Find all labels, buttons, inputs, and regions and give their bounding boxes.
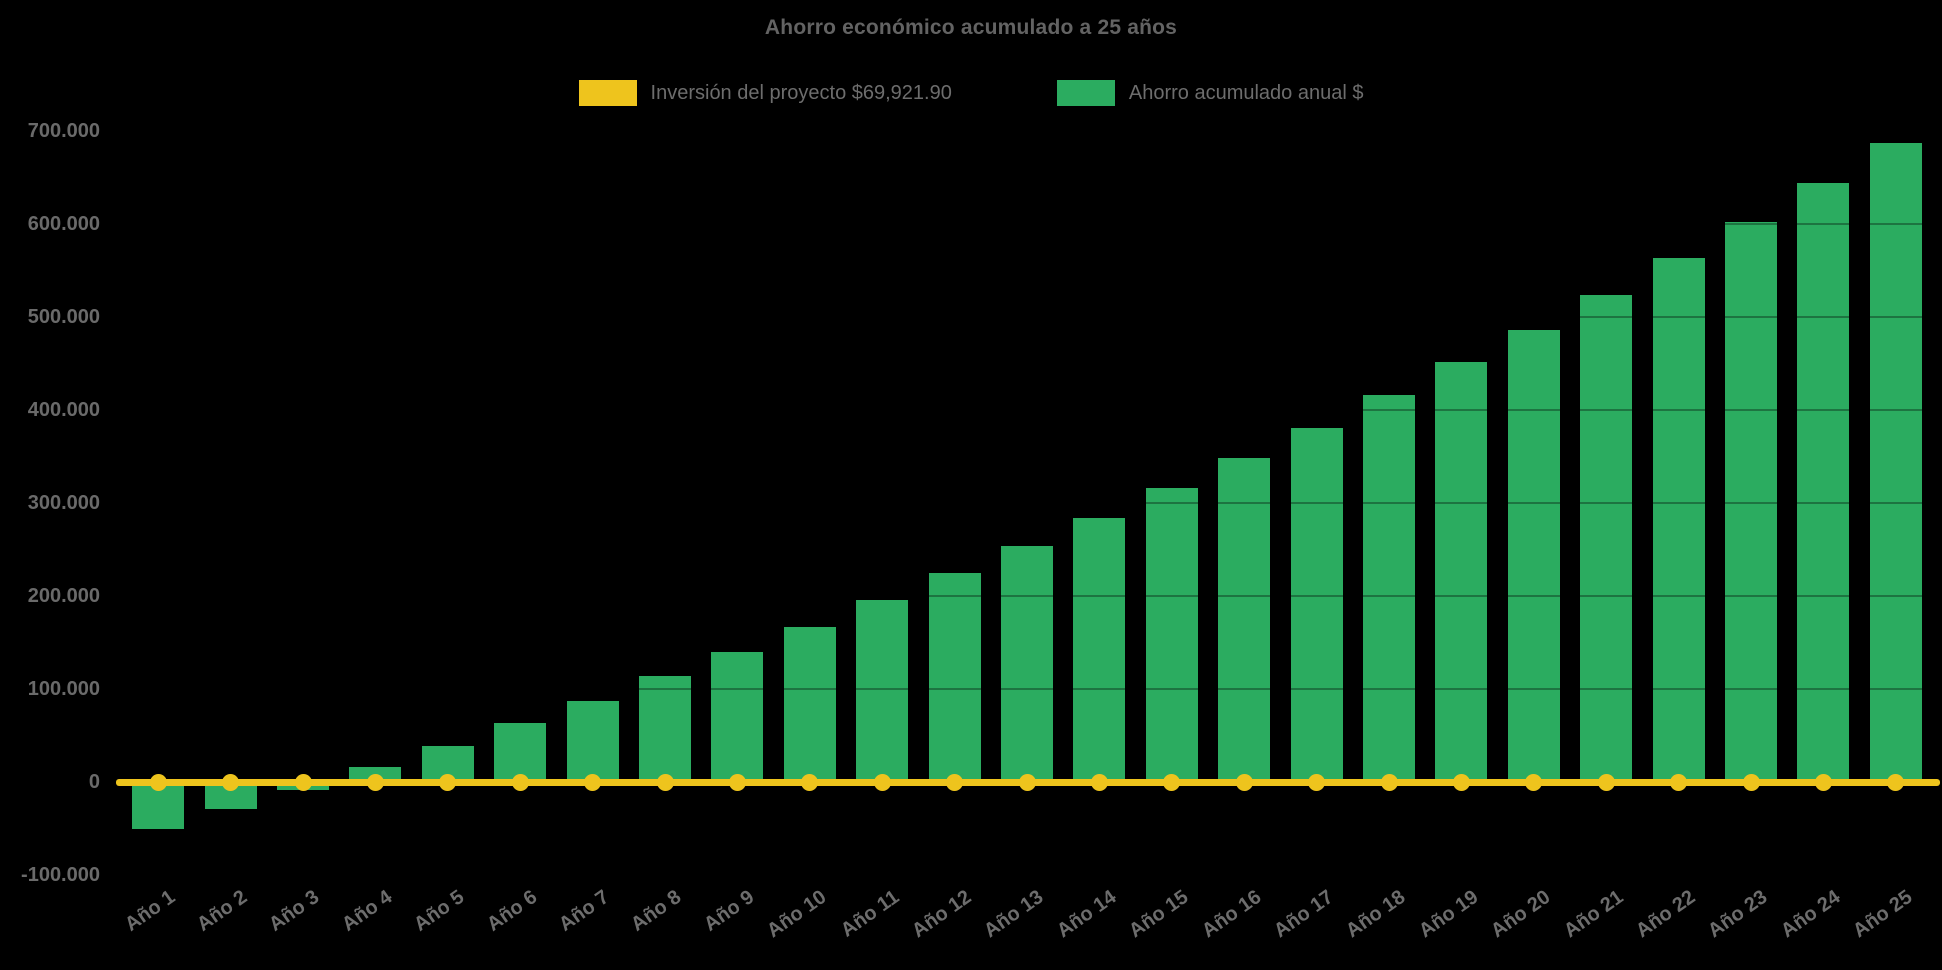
y-tick-label: -100.000 xyxy=(21,864,100,886)
bar-ano-22[interactable] xyxy=(1652,258,1705,782)
gridline xyxy=(122,130,1932,132)
gridline xyxy=(122,223,1932,225)
x-axis-label: Año 8 xyxy=(627,886,686,936)
bar-ano-21[interactable] xyxy=(1580,294,1633,782)
line-point-ano-13[interactable] xyxy=(1018,773,1036,791)
line-point-ano-17[interactable] xyxy=(1308,773,1326,791)
line-point-ano-3[interactable] xyxy=(294,773,312,791)
line-point-ano-18[interactable] xyxy=(1380,773,1398,791)
x-axis-label: Año 17 xyxy=(1269,886,1338,943)
legend-swatch-ahorro-icon xyxy=(1056,80,1115,106)
x-axis-label: Año 23 xyxy=(1704,886,1772,943)
y-tick-label: 0 xyxy=(88,771,100,793)
line-point-ano-1[interactable] xyxy=(149,773,167,791)
line-point-ano-15[interactable] xyxy=(1163,773,1181,791)
bar-ano-13[interactable] xyxy=(1001,545,1053,782)
legend-item-inversion[interactable]: Inversión del proyecto $69,921.90 xyxy=(578,80,952,106)
line-point-ano-10[interactable] xyxy=(801,773,819,791)
line-point-ano-20[interactable] xyxy=(1525,773,1543,791)
line-point-ano-16[interactable] xyxy=(1235,773,1253,791)
x-axis-label: Año 16 xyxy=(1197,886,1265,943)
bar-ano-24[interactable] xyxy=(1797,183,1850,782)
x-axis-label: Año 12 xyxy=(907,886,976,943)
x-axis-label: Año 10 xyxy=(763,886,831,943)
x-axis-label: Año 20 xyxy=(1487,886,1555,943)
plot-area: Año 1 Año 2 Año 3 Año 4 Año 5 Año 6 Año 7 Año 8… xyxy=(116,130,1940,942)
line-point-ano-2[interactable] xyxy=(222,773,240,791)
x-axis-label: Año 18 xyxy=(1342,886,1410,943)
line-point-ano-23[interactable] xyxy=(1742,773,1760,791)
bar-ano-19[interactable] xyxy=(1435,361,1488,782)
y-tick-label: 300.000 xyxy=(27,492,100,514)
y-axis: -100.000 0 100.000 200.000 300.000 400.000 500… xyxy=(0,0,100,970)
x-axis-label: Año 1 xyxy=(120,886,179,936)
line-point-ano-24[interactable] xyxy=(1814,773,1832,791)
line-point-ano-25[interactable] xyxy=(1887,773,1905,791)
bar-ano-7[interactable] xyxy=(566,700,619,782)
y-tick-label: 600.000 xyxy=(27,213,100,235)
gridline xyxy=(122,595,1932,597)
x-axis-label: Año 22 xyxy=(1631,886,1700,943)
chart-title: Ahorro económico acumulado a 25 años xyxy=(764,16,1178,39)
x-axis-label: Año 9 xyxy=(699,886,759,936)
line-point-ano-12[interactable] xyxy=(946,773,964,791)
x-axis-label: Año 13 xyxy=(980,886,1048,943)
gridline xyxy=(122,409,1932,411)
bar-ano-16[interactable] xyxy=(1218,458,1271,782)
gridline xyxy=(122,502,1932,504)
bar-ano-14[interactable] xyxy=(1073,517,1126,782)
bar-ano-17[interactable] xyxy=(1290,427,1343,782)
line-point-ano-19[interactable] xyxy=(1452,773,1470,791)
bar-ano-23[interactable] xyxy=(1725,222,1777,782)
bar-ano-18[interactable] xyxy=(1363,395,1415,782)
x-axis-label: Año 15 xyxy=(1125,886,1193,943)
line-point-ano-7[interactable] xyxy=(584,773,602,791)
x-axis-label: Año 24 xyxy=(1776,886,1845,943)
bar-ano-15[interactable] xyxy=(1145,488,1198,782)
line-point-ano-21[interactable] xyxy=(1597,773,1615,791)
line-point-ano-8[interactable] xyxy=(656,773,674,791)
y-tick-label: 200.000 xyxy=(27,585,100,607)
line-point-ano-11[interactable] xyxy=(873,773,891,791)
x-axis-label: Año 25 xyxy=(1849,886,1917,943)
y-tick-label: 100.000 xyxy=(27,678,100,700)
x-axis-label: Año 5 xyxy=(410,886,469,936)
bar-ano-8[interactable] xyxy=(639,675,691,782)
legend-item-ahorro[interactable]: Ahorro acumulado anual $ xyxy=(1056,80,1364,106)
bar-ano-6[interactable] xyxy=(494,722,547,782)
bar-ano-25[interactable] xyxy=(1869,143,1922,782)
legend-label-inversion: Inversión del proyecto $69,921.90 xyxy=(650,81,952,104)
bar-ano-20[interactable] xyxy=(1507,330,1560,782)
line-point-ano-9[interactable] xyxy=(728,773,746,791)
x-axis-label: Año 21 xyxy=(1559,886,1627,943)
line-point-ano-4[interactable] xyxy=(366,773,384,791)
x-axis-label: Año 14 xyxy=(1052,886,1121,943)
gridline xyxy=(122,874,1932,876)
bar-ano-11[interactable] xyxy=(856,599,909,782)
y-tick-label: 400.000 xyxy=(27,399,100,421)
x-axis-label: Año 6 xyxy=(482,886,541,936)
bar-ano-9[interactable] xyxy=(711,651,764,782)
y-tick-label: 500.000 xyxy=(27,306,100,328)
x-axis-label: Año 4 xyxy=(337,886,397,936)
gridline xyxy=(122,688,1932,690)
x-axis-label: Año 2 xyxy=(193,886,252,936)
x-axis-label: Año 19 xyxy=(1414,886,1483,943)
bar-ano-12[interactable] xyxy=(928,572,981,782)
x-axis-label: Año 11 xyxy=(836,886,903,942)
x-axis-label: Año 3 xyxy=(265,886,324,936)
line-point-ano-5[interactable] xyxy=(439,773,457,791)
y-tick-label: 700.000 xyxy=(27,120,100,142)
line-point-ano-22[interactable] xyxy=(1670,773,1688,791)
line-point-ano-14[interactable] xyxy=(1090,773,1108,791)
gridline xyxy=(122,316,1932,318)
bar-ano-10[interactable] xyxy=(783,626,836,782)
legend-label-ahorro: Ahorro acumulado anual $ xyxy=(1128,81,1364,104)
x-axis-label: Año 7 xyxy=(555,886,614,936)
legend: Inversión del proyecto $69,921.90 Ahorro… xyxy=(0,80,1942,106)
line-point-ano-6[interactable] xyxy=(511,773,529,791)
legend-swatch-inversion-icon xyxy=(578,80,637,106)
